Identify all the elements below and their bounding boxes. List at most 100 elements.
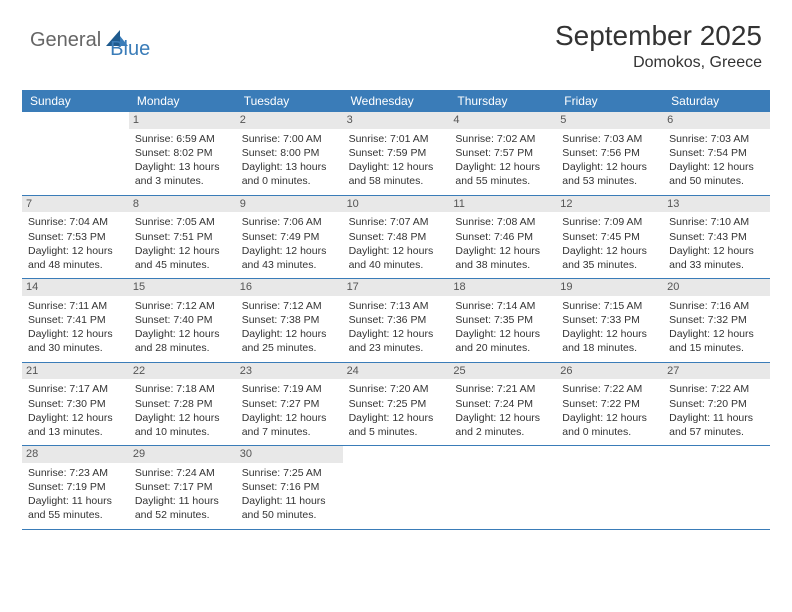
daylight-line: Daylight: 12 hours and 45 minutes.	[135, 244, 230, 272]
calendar-cell: 14Sunrise: 7:11 AMSunset: 7:41 PMDayligh…	[22, 279, 129, 362]
sunrise-line: Sunrise: 7:18 AM	[135, 382, 230, 396]
sunrise-line: Sunrise: 6:59 AM	[135, 132, 230, 146]
sunrise-line: Sunrise: 7:11 AM	[28, 299, 123, 313]
calendar-cell: 23Sunrise: 7:19 AMSunset: 7:27 PMDayligh…	[236, 363, 343, 446]
sunset-line: Sunset: 7:22 PM	[562, 397, 657, 411]
daylight-line: Daylight: 12 hours and 33 minutes.	[669, 244, 764, 272]
day-number: 24	[343, 363, 450, 380]
daylight-line: Daylight: 13 hours and 0 minutes.	[242, 160, 337, 188]
day-header: Sunday	[22, 90, 129, 112]
sunset-line: Sunset: 7:56 PM	[562, 146, 657, 160]
sunrise-line: Sunrise: 7:07 AM	[349, 215, 444, 229]
calendar-cell: 11Sunrise: 7:08 AMSunset: 7:46 PMDayligh…	[449, 196, 556, 279]
sunrise-line: Sunrise: 7:09 AM	[562, 215, 657, 229]
sunset-line: Sunset: 7:36 PM	[349, 313, 444, 327]
daylight-line: Daylight: 11 hours and 52 minutes.	[135, 494, 230, 522]
sunset-line: Sunset: 7:57 PM	[455, 146, 550, 160]
daylight-line: Daylight: 12 hours and 0 minutes.	[562, 411, 657, 439]
day-header: Thursday	[449, 90, 556, 112]
day-number: 28	[22, 446, 129, 463]
calendar-cell: 5Sunrise: 7:03 AMSunset: 7:56 PMDaylight…	[556, 112, 663, 195]
sunset-line: Sunset: 7:20 PM	[669, 397, 764, 411]
sunrise-line: Sunrise: 7:17 AM	[28, 382, 123, 396]
day-number: 23	[236, 363, 343, 380]
sunrise-line: Sunrise: 7:10 AM	[669, 215, 764, 229]
sunset-line: Sunset: 7:46 PM	[455, 230, 550, 244]
calendar-cell: 2Sunrise: 7:00 AMSunset: 8:00 PMDaylight…	[236, 112, 343, 195]
daylight-line: Daylight: 11 hours and 55 minutes.	[28, 494, 123, 522]
sunset-line: Sunset: 7:17 PM	[135, 480, 230, 494]
day-number: 17	[343, 279, 450, 296]
sunrise-line: Sunrise: 7:21 AM	[455, 382, 550, 396]
day-number: 21	[22, 363, 129, 380]
sunset-line: Sunset: 7:25 PM	[349, 397, 444, 411]
calendar-cell: 13Sunrise: 7:10 AMSunset: 7:43 PMDayligh…	[663, 196, 770, 279]
logo-text-general: General	[30, 29, 101, 52]
day-number: 22	[129, 363, 236, 380]
daylight-line: Daylight: 13 hours and 3 minutes.	[135, 160, 230, 188]
sunset-line: Sunset: 7:19 PM	[28, 480, 123, 494]
logo: General Blue	[30, 20, 150, 61]
calendar-cell	[22, 112, 129, 195]
calendar-cell: 16Sunrise: 7:12 AMSunset: 7:38 PMDayligh…	[236, 279, 343, 362]
calendar-cell: 22Sunrise: 7:18 AMSunset: 7:28 PMDayligh…	[129, 363, 236, 446]
calendar-cell: 10Sunrise: 7:07 AMSunset: 7:48 PMDayligh…	[343, 196, 450, 279]
day-number: 5	[556, 112, 663, 129]
daylight-line: Daylight: 12 hours and 13 minutes.	[28, 411, 123, 439]
calendar-cell: 3Sunrise: 7:01 AMSunset: 7:59 PMDaylight…	[343, 112, 450, 195]
daylight-line: Daylight: 12 hours and 23 minutes.	[349, 327, 444, 355]
calendar-cell: 27Sunrise: 7:22 AMSunset: 7:20 PMDayligh…	[663, 363, 770, 446]
sunrise-line: Sunrise: 7:15 AM	[562, 299, 657, 313]
week-row: 21Sunrise: 7:17 AMSunset: 7:30 PMDayligh…	[22, 363, 770, 447]
sunset-line: Sunset: 7:30 PM	[28, 397, 123, 411]
day-number: 2	[236, 112, 343, 129]
sunrise-line: Sunrise: 7:22 AM	[669, 382, 764, 396]
sunset-line: Sunset: 8:02 PM	[135, 146, 230, 160]
calendar-cell: 30Sunrise: 7:25 AMSunset: 7:16 PMDayligh…	[236, 446, 343, 529]
week-row: 14Sunrise: 7:11 AMSunset: 7:41 PMDayligh…	[22, 279, 770, 363]
calendar-cell: 17Sunrise: 7:13 AMSunset: 7:36 PMDayligh…	[343, 279, 450, 362]
calendar-cell: 8Sunrise: 7:05 AMSunset: 7:51 PMDaylight…	[129, 196, 236, 279]
calendar-cell: 24Sunrise: 7:20 AMSunset: 7:25 PMDayligh…	[343, 363, 450, 446]
logo-text-blue: Blue	[110, 38, 150, 61]
sunset-line: Sunset: 7:40 PM	[135, 313, 230, 327]
sunrise-line: Sunrise: 7:19 AM	[242, 382, 337, 396]
sunset-line: Sunset: 7:43 PM	[669, 230, 764, 244]
sunset-line: Sunset: 7:24 PM	[455, 397, 550, 411]
calendar-cell: 9 Sunrise: 7:06 AMSunset: 7:49 PMDaylight…	[236, 196, 343, 279]
day-header: Wednesday	[343, 90, 450, 112]
daylight-line: Daylight: 12 hours and 48 minutes.	[28, 244, 123, 272]
calendar-cell: 28Sunrise: 7:23 AMSunset: 7:19 PMDayligh…	[22, 446, 129, 529]
daylight-line: Daylight: 12 hours and 28 minutes.	[135, 327, 230, 355]
calendar-cell: 4Sunrise: 7:02 AMSunset: 7:57 PMDaylight…	[449, 112, 556, 195]
daylight-line: Daylight: 12 hours and 7 minutes.	[242, 411, 337, 439]
day-number: 6	[663, 112, 770, 129]
sunrise-line: Sunrise: 7:25 AM	[242, 466, 337, 480]
day-number: 19	[556, 279, 663, 296]
sunrise-line: Sunrise: 7:08 AM	[455, 215, 550, 229]
sunset-line: Sunset: 7:32 PM	[669, 313, 764, 327]
sunset-line: Sunset: 7:49 PM	[242, 230, 337, 244]
sunrise-line: Sunrise: 7:12 AM	[135, 299, 230, 313]
daylight-line: Daylight: 12 hours and 35 minutes.	[562, 244, 657, 272]
day-number: 9	[236, 196, 343, 213]
day-number: 27	[663, 363, 770, 380]
calendar-cell	[663, 446, 770, 529]
daylight-line: Daylight: 12 hours and 25 minutes.	[242, 327, 337, 355]
daylight-line: Daylight: 12 hours and 15 minutes.	[669, 327, 764, 355]
calendar-cell: 29 Sunrise: 7:24 AMSunset: 7:17 PMDayligh…	[129, 446, 236, 529]
daylight-line: Daylight: 12 hours and 43 minutes.	[242, 244, 337, 272]
day-number: 29	[129, 446, 236, 463]
day-header: Saturday	[663, 90, 770, 112]
sunrise-line: Sunrise: 7:16 AM	[669, 299, 764, 313]
day-number: 18	[449, 279, 556, 296]
sunrise-line: Sunrise: 7:20 AM	[349, 382, 444, 396]
day-number: 7	[22, 196, 129, 213]
sunrise-line: Sunrise: 7:06 AM	[242, 215, 337, 229]
sunrise-line: Sunrise: 7:05 AM	[135, 215, 230, 229]
calendar-cell: 1Sunrise: 6:59 AMSunset: 8:02 PMDaylight…	[129, 112, 236, 195]
sunset-line: Sunset: 7:45 PM	[562, 230, 657, 244]
calendar-cell	[556, 446, 663, 529]
sunset-line: Sunset: 7:53 PM	[28, 230, 123, 244]
sunrise-line: Sunrise: 7:24 AM	[135, 466, 230, 480]
